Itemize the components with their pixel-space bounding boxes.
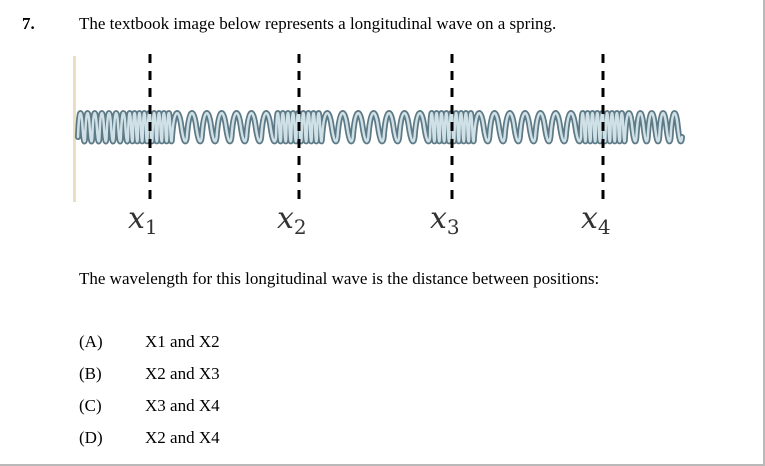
question-number: 7. [22, 14, 35, 33]
choice-d-letter: (D) [79, 428, 103, 447]
position-label-3: x3 [430, 201, 460, 239]
choice-c-text: X3 and X4 [145, 396, 220, 415]
question-text: The wavelength for this longitudinal wav… [79, 269, 600, 288]
choice-c-letter: (C) [79, 396, 102, 415]
position-label-2: x2 [277, 201, 307, 239]
choice-a-text: X1 and X2 [145, 332, 220, 351]
spring-wall [73, 56, 76, 202]
position-markers: x1 x2 x3 x4 [128, 54, 611, 239]
position-label-1: x1 [128, 201, 158, 239]
choice-a[interactable]: (A) X1 and X2 [79, 332, 220, 364]
choice-d-text: X2 and X4 [145, 428, 220, 447]
position-label-4: x4 [581, 201, 611, 239]
spring-coil [75, 110, 685, 145]
choice-b-letter: (B) [79, 364, 102, 383]
choice-b-text: X2 and X3 [145, 364, 220, 383]
question-prompt: The textbook image below represents a lo… [79, 14, 557, 33]
longitudinal-wave-figure: x1 x2 x3 x4 [73, 54, 685, 239]
choice-a-letter: (A) [79, 332, 103, 351]
choice-b[interactable]: (B) X2 and X3 [79, 364, 220, 396]
choice-d[interactable]: (D) X2 and X4 [79, 428, 220, 460]
answer-choices: (A) X1 and X2 (B) X2 and X3 (C) X3 and X… [79, 332, 220, 460]
choice-c[interactable]: (C) X3 and X4 [79, 396, 220, 428]
